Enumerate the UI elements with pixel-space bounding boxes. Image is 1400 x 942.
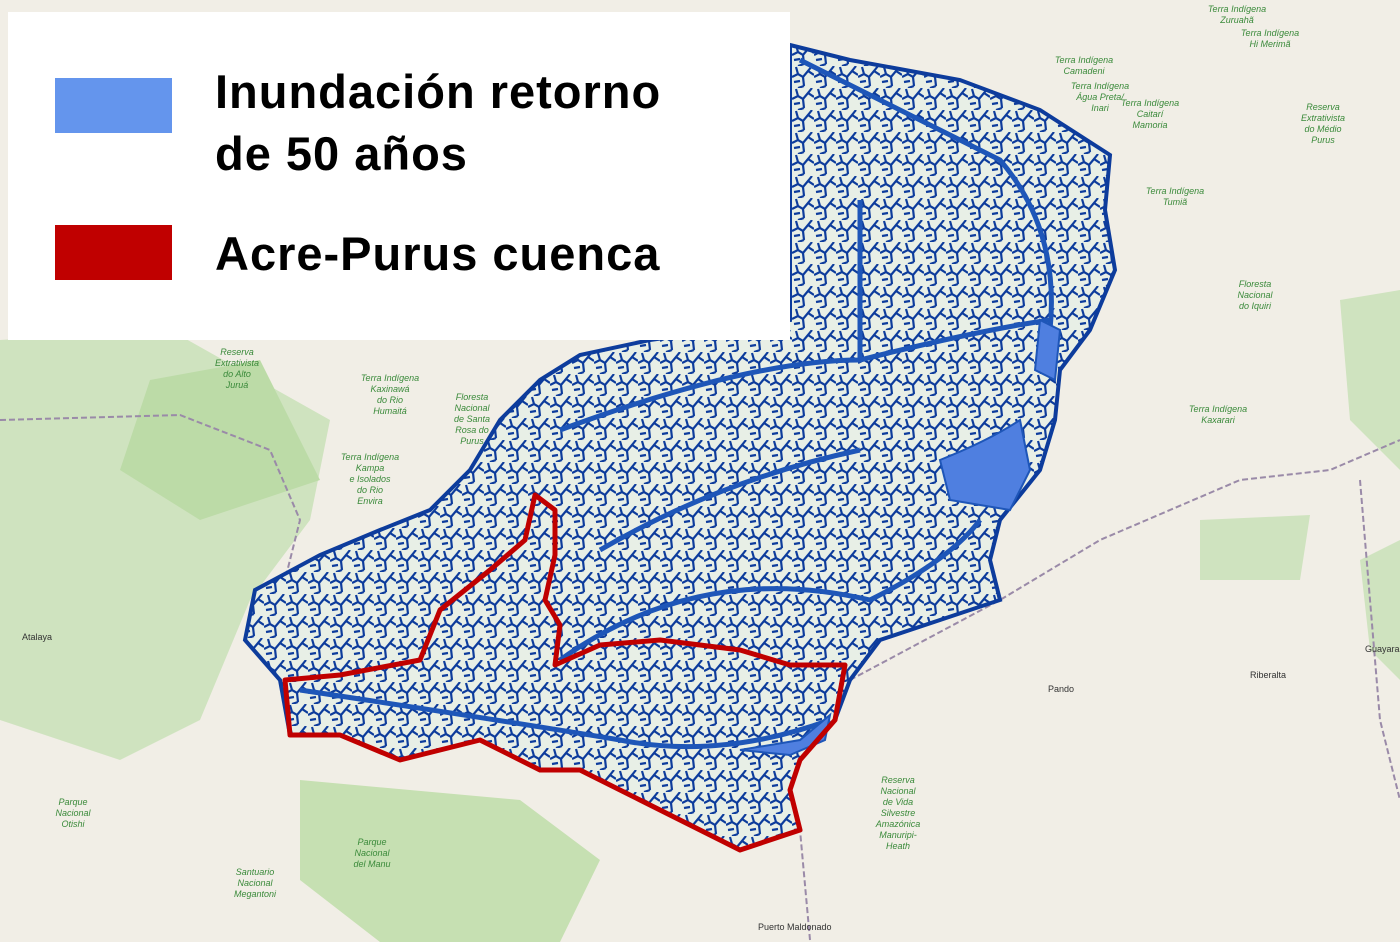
- legend: Inundación retorno de 50 años Acre-Purus c…: [55, 65, 661, 280]
- place-label: Pando: [1048, 684, 1074, 694]
- green-areas: [0, 290, 1400, 942]
- drainage-network: [242, 42, 1118, 853]
- area-label: Mamoria: [1132, 120, 1167, 130]
- basin-outline: [282, 492, 848, 853]
- area-label: do Médio: [1304, 124, 1341, 134]
- place-label: Guayaramerin: [1365, 644, 1400, 654]
- area-label: Terra Indígena: [1241, 28, 1299, 38]
- area-label: Reserva: [1306, 102, 1340, 112]
- area-label: do Rio: [377, 395, 403, 405]
- area-label: Amazónica: [875, 819, 921, 829]
- area-label: Zuruahã: [1219, 15, 1254, 25]
- area-label: Silvestre: [881, 808, 916, 818]
- area-label: Reserva: [220, 347, 254, 357]
- area-label: Purus: [460, 436, 484, 446]
- area-label: Terra Indígena: [361, 373, 419, 383]
- area-label: Kaxarari: [1201, 415, 1236, 425]
- place-label: Puerto Maldonado: [758, 922, 832, 932]
- area-label: Purus: [1311, 135, 1335, 145]
- area-label: Nacional: [880, 786, 916, 796]
- legend-label: Acre-Purus cuenca: [215, 227, 660, 280]
- area-label: Santuario: [236, 867, 275, 877]
- area-label: Kampa: [356, 463, 385, 473]
- area-label: Heath: [886, 841, 910, 851]
- area-label: del Manu: [353, 859, 390, 869]
- area-label: Reserva: [881, 775, 915, 785]
- legend-swatch: [55, 78, 172, 133]
- area-label: Nacional: [454, 403, 490, 413]
- area-label: Camadeni: [1063, 66, 1105, 76]
- area-label: Terra Indígena: [1121, 98, 1179, 108]
- area-label: Terra Indígena: [1208, 4, 1266, 14]
- area-label: Caitarí: [1137, 109, 1165, 119]
- area-label: Megantoni: [234, 889, 277, 899]
- area-label: Terra Indígena: [1146, 186, 1204, 196]
- area-label: Humaitá: [373, 406, 407, 416]
- area-label: Floresta: [456, 392, 489, 402]
- area-label: Parque: [58, 797, 87, 807]
- area-label: Otishi: [61, 819, 85, 829]
- area-label: Nacional: [354, 848, 390, 858]
- area-label: Rosa do: [455, 425, 489, 435]
- area-label: Tumiã: [1163, 197, 1187, 207]
- legend-box: [8, 12, 790, 340]
- area-label: do Alto: [223, 369, 251, 379]
- area-label: Envira: [357, 496, 383, 506]
- area-label: Kaxinawá: [370, 384, 409, 394]
- place-label: Atalaya: [22, 632, 52, 642]
- area-label: Terra Indígena: [341, 452, 399, 462]
- area-label: Nacional: [1237, 290, 1273, 300]
- legend-label: Inundación retorno: [215, 65, 661, 118]
- place-label: Riberalta: [1250, 670, 1286, 680]
- area-label: Hi Merimã: [1249, 39, 1290, 49]
- area-label: do Rio: [357, 485, 383, 495]
- area-label: Terra Indígena: [1071, 81, 1129, 91]
- area-label: de Santa: [454, 414, 490, 424]
- legend-swatch: [55, 225, 172, 280]
- area-label: do Iquiri: [1239, 301, 1272, 311]
- borders: [0, 413, 1400, 941]
- area-label: Nacional: [55, 808, 91, 818]
- area-label: Nacional: [237, 878, 273, 888]
- area-label: de Vida: [883, 797, 913, 807]
- area-label: e Isolados: [349, 474, 391, 484]
- area-label: Terra Indígena: [1189, 404, 1247, 414]
- area-label: Água Preta/: [1075, 92, 1125, 102]
- legend-label: de 50 años: [215, 127, 468, 180]
- area-label: Extrativista: [215, 358, 259, 368]
- area-label: Extrativista: [1301, 113, 1345, 123]
- area-label: Juruá: [225, 380, 249, 390]
- area-label: Manuripi-: [879, 830, 917, 840]
- area-label: Inari: [1091, 103, 1110, 113]
- area-label: Terra Indígena: [1055, 55, 1113, 65]
- area-label: Parque: [357, 837, 386, 847]
- area-label: Floresta: [1239, 279, 1272, 289]
